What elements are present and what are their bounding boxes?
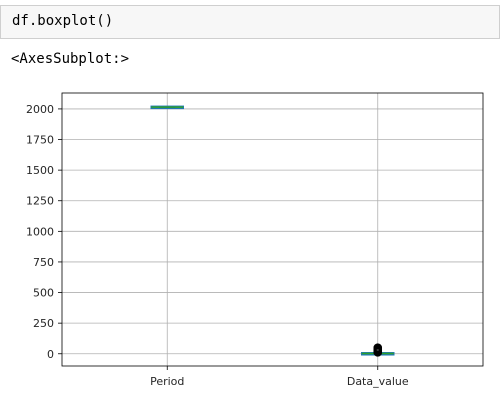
y-tick-label: 250 [33,317,54,330]
box-flier [373,343,383,352]
y-tick-label: 1750 [26,134,54,147]
plot-frame [61,92,484,367]
code-cell[interactable]: df.boxplot() [0,5,500,39]
y-tick-label: 1250 [26,195,54,208]
y-tick-label: 1500 [26,164,54,177]
y-tick-label: 1000 [26,225,54,238]
code-text[interactable]: df.boxplot() [12,13,114,29]
y-tick-label: 2000 [26,103,54,116]
y-tick-label: 500 [33,287,54,300]
output-repr: <AxesSubplot:> [11,51,130,67]
y-tick-label: 750 [33,256,54,269]
y-tick-label: 0 [47,348,54,361]
x-tick-label: Period [150,375,184,388]
x-tick-label: Data_value [347,375,409,388]
